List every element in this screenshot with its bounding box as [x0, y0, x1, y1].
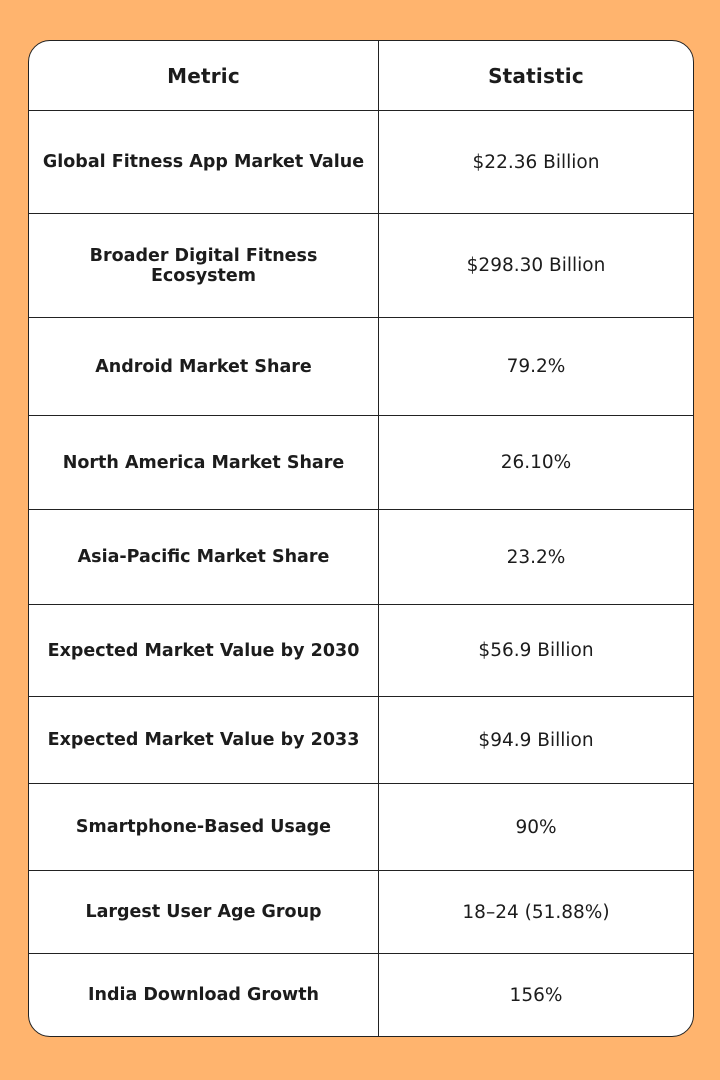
- row-statistic: $56.9 Billion: [379, 605, 693, 697]
- stats-table: Metric Statistic Global Fitness App Mark…: [29, 41, 693, 1036]
- row-statistic: 23.2%: [379, 510, 693, 605]
- stats-table-card: Metric Statistic Global Fitness App Mark…: [28, 40, 694, 1037]
- row-statistic: 79.2%: [379, 318, 693, 416]
- row-statistic: 18–24 (51.88%): [379, 871, 693, 954]
- row-statistic: 90%: [379, 784, 693, 871]
- header-metric: Metric: [29, 41, 379, 111]
- row-metric: Expected Market Value by 2033: [29, 697, 379, 784]
- row-metric: Android Market Share: [29, 318, 379, 416]
- row-statistic: $94.9 Billion: [379, 697, 693, 784]
- row-metric: Asia-Pacific Market Share: [29, 510, 379, 605]
- row-metric: Global Fitness App Market Value: [29, 111, 379, 214]
- row-statistic: $298.30 Billion: [379, 214, 693, 318]
- row-metric: Smartphone-Based Usage: [29, 784, 379, 871]
- row-statistic: 156%: [509, 984, 563, 1006]
- row-metric: India Download Growth: [29, 954, 379, 1036]
- row-metric: Expected Market Value by 2030: [29, 605, 379, 697]
- header-statistic: Statistic: [379, 41, 693, 111]
- row-metric: North America Market Share: [29, 416, 379, 510]
- row-statistic: $22.36 Billion: [379, 111, 693, 214]
- row-metric: Broader Digital Fitness Ecosystem: [29, 214, 379, 318]
- row-statistic: 26.10%: [379, 416, 693, 510]
- row-metric: Largest User Age Group: [29, 871, 379, 954]
